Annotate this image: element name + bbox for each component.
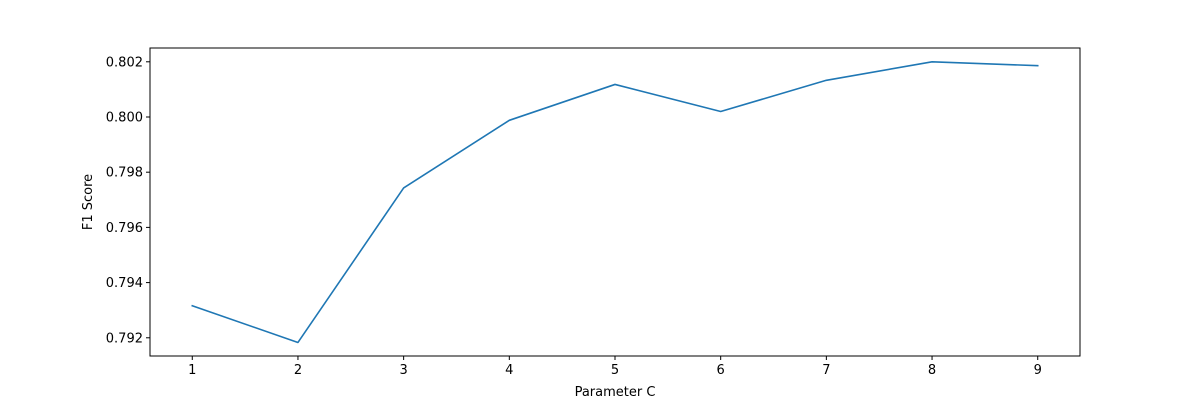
y-axis-label: F1 Score: [81, 174, 96, 230]
x-tick-label: 1: [188, 363, 196, 378]
x-axis-label: Parameter C: [575, 385, 656, 400]
axes: 1 2 3 4 5 6 7 8 9 0.792 0.794 0.796 0.798 0.800 0.802: [106, 47, 1081, 378]
y-tick-label: 0.798: [106, 166, 143, 181]
y-tick-label: 0.796: [106, 221, 143, 236]
plot-frame: [149, 47, 1081, 357]
x-tick-label: 4: [505, 363, 513, 378]
x-tick-label: 6: [717, 363, 725, 378]
plot-area: [191, 60, 1039, 344]
x-tick-label: 9: [1034, 363, 1042, 378]
x-tick-label: 7: [822, 363, 830, 378]
x-tick-label: 2: [294, 363, 302, 378]
x-tick-label: 5: [611, 363, 619, 378]
y-tick-label: 0.794: [106, 276, 143, 291]
x-tick-label: 8: [928, 363, 936, 378]
x-tick-label: 3: [399, 363, 407, 378]
y-tick-label: 0.800: [106, 110, 143, 125]
series-line-1: [191, 60, 1039, 344]
y-tick-label: 0.792: [106, 331, 143, 346]
y-tick-label: 0.802: [106, 55, 143, 70]
